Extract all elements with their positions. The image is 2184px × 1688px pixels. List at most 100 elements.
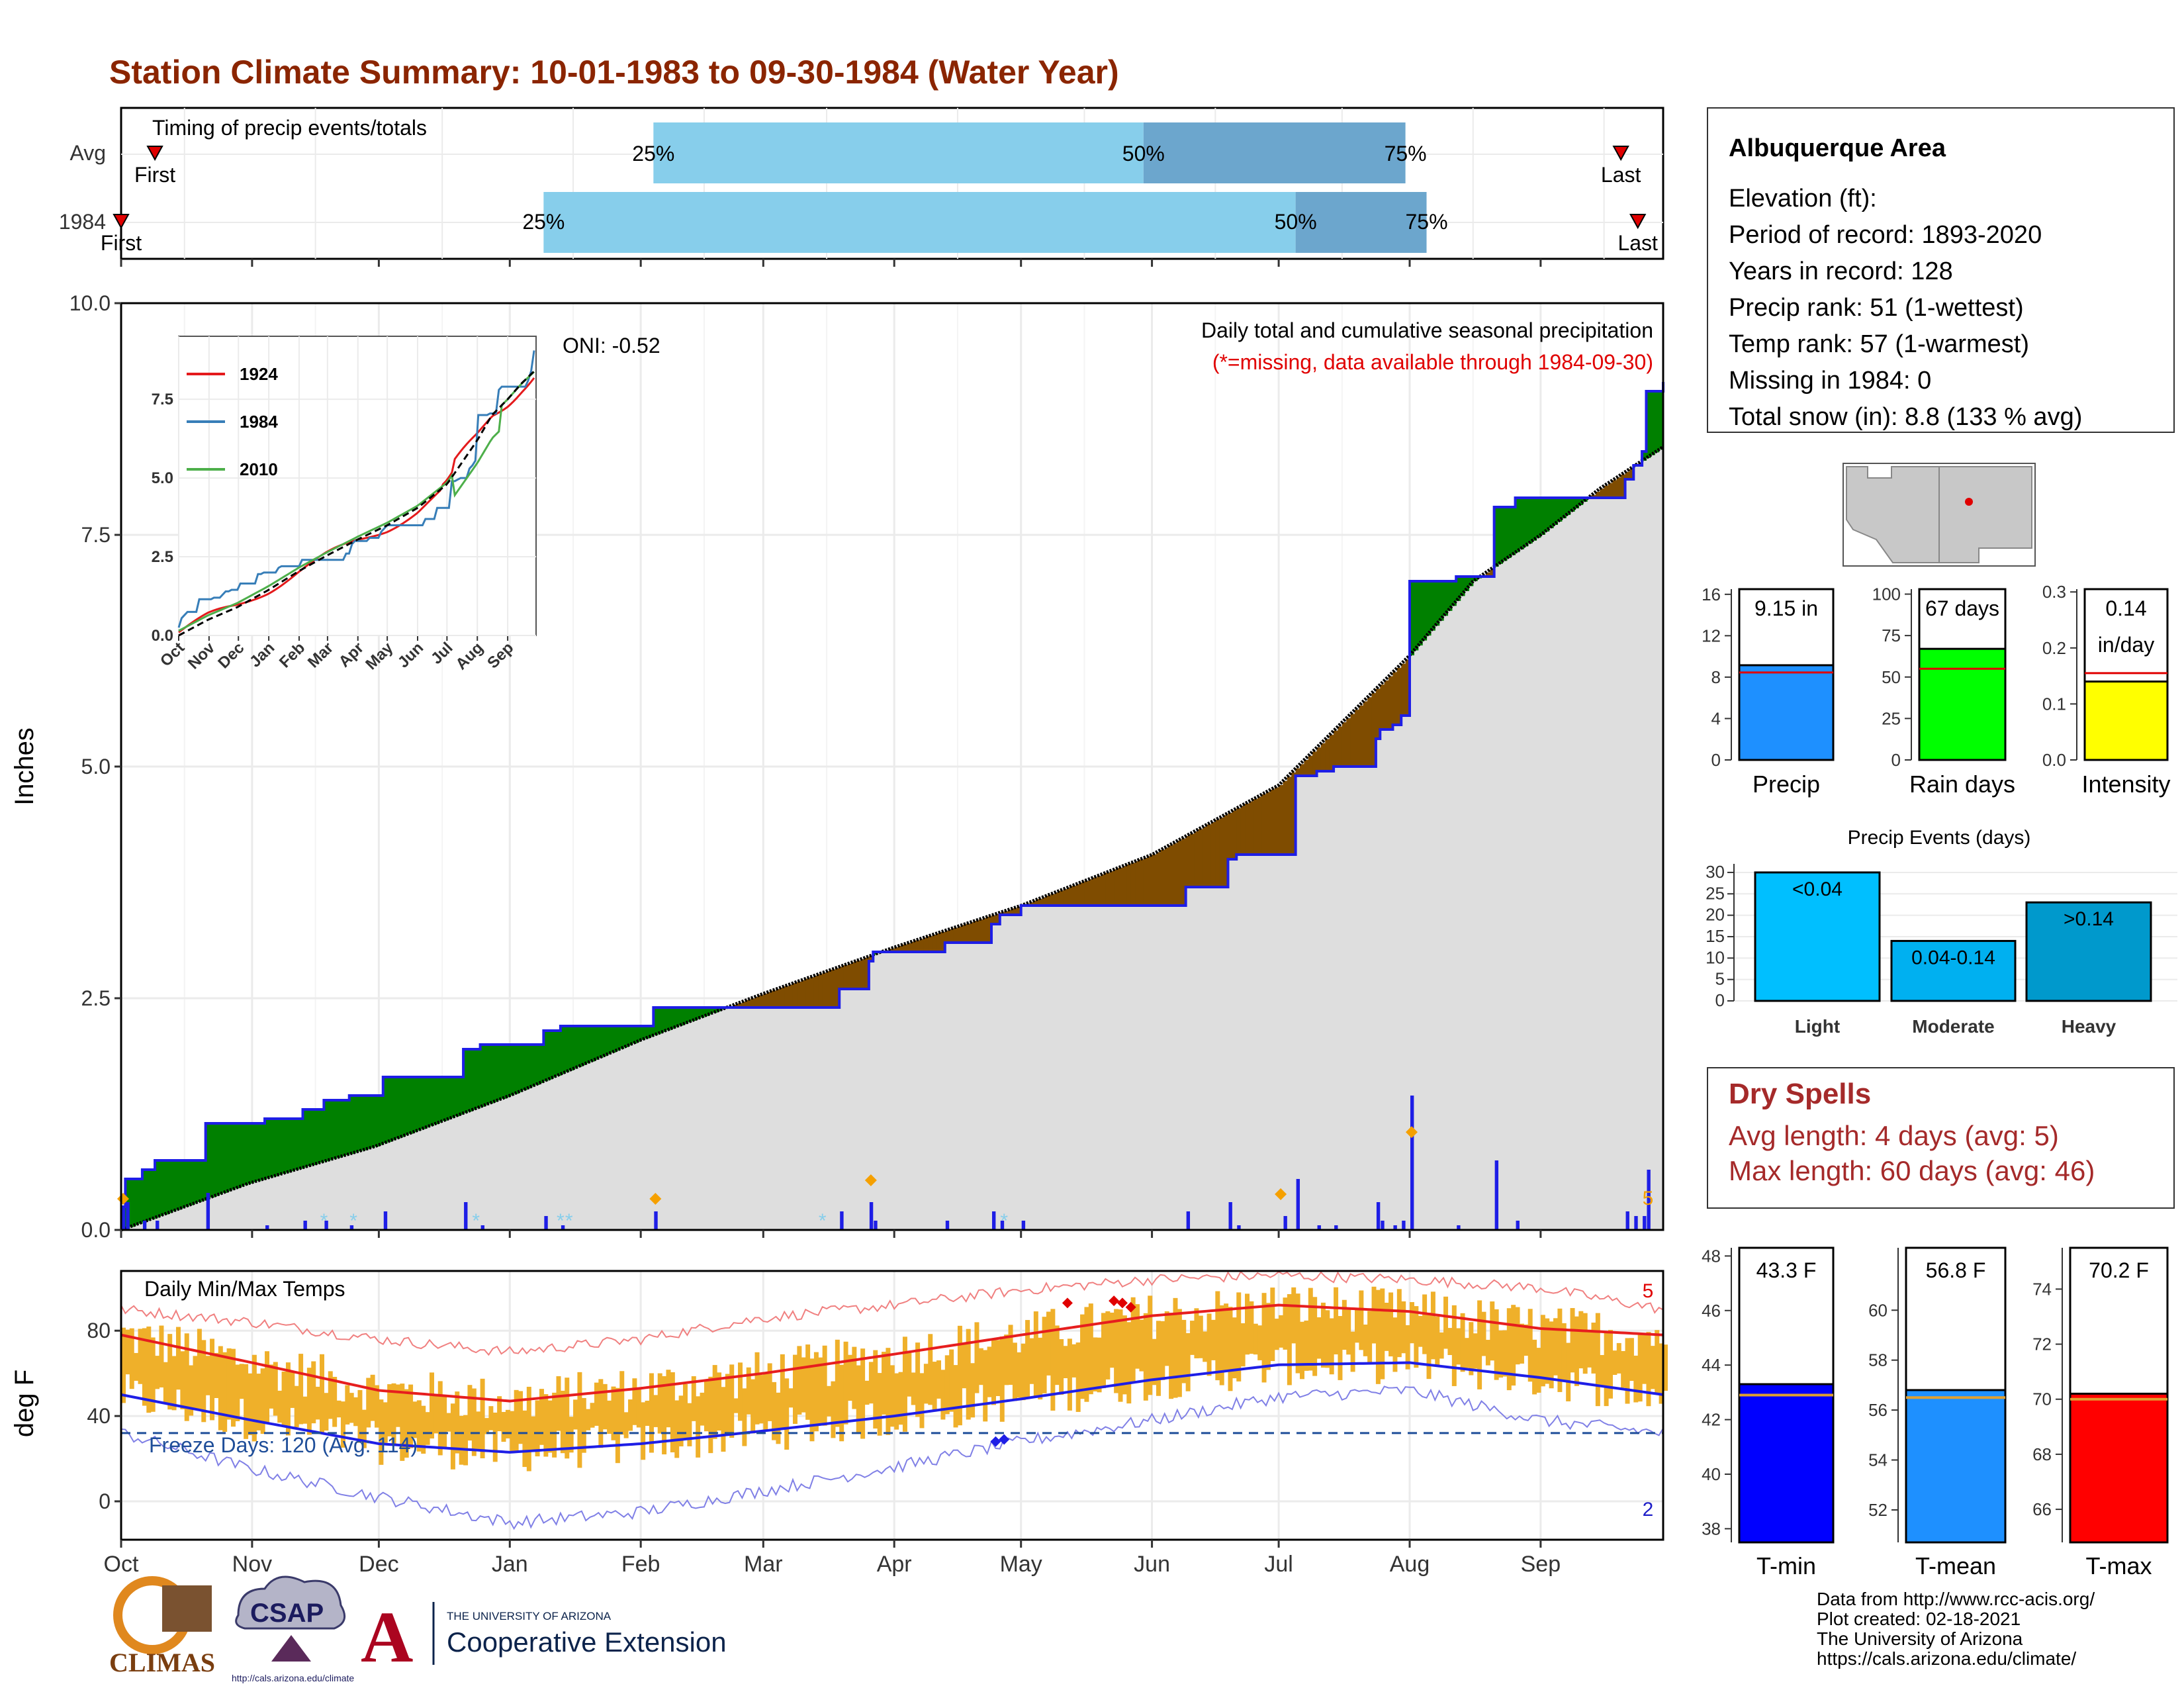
daily-temp-bar bbox=[1464, 1338, 1469, 1368]
daily-temp-bar bbox=[1067, 1338, 1072, 1411]
above-normal-fill bbox=[1456, 577, 1461, 601]
temp-summary-value-label: 43.3 F bbox=[1756, 1258, 1817, 1282]
map-state-new-mexico bbox=[1938, 466, 2032, 563]
below-normal-fill bbox=[738, 1003, 743, 1008]
daily-temp-bar bbox=[657, 1373, 662, 1434]
daily-temp-bar bbox=[573, 1399, 578, 1430]
daily-temp-bar bbox=[269, 1364, 274, 1409]
daily-temp-bar bbox=[1494, 1309, 1499, 1380]
above-normal-fill bbox=[552, 1031, 557, 1078]
daily-temp-bar bbox=[290, 1371, 295, 1408]
daily-temp-bar bbox=[813, 1352, 819, 1432]
daily-precip-bar bbox=[992, 1211, 996, 1230]
daily-temp-bar bbox=[366, 1378, 371, 1428]
below-normal-fill bbox=[1405, 659, 1410, 716]
daily-temp-bar bbox=[717, 1372, 722, 1431]
above-normal-fill bbox=[492, 1045, 498, 1102]
above-normal-fill bbox=[416, 1077, 422, 1131]
above-normal-fill bbox=[590, 1026, 595, 1062]
above-normal-fill bbox=[175, 1160, 181, 1210]
daily-temp-bar bbox=[700, 1392, 705, 1426]
below-normal-fill bbox=[751, 998, 756, 1008]
below-normal-fill bbox=[915, 940, 921, 952]
below-normal-fill bbox=[983, 917, 988, 943]
temp-summary-t-mean-tick-label: 56 bbox=[1868, 1400, 1888, 1420]
daily-temp-bar bbox=[1655, 1330, 1660, 1394]
below-normal-fill bbox=[1063, 889, 1068, 906]
below-normal-fill bbox=[974, 921, 979, 943]
daily-temp-bar bbox=[1524, 1324, 1529, 1356]
daily-temp-bar bbox=[1017, 1352, 1022, 1398]
daily-temp-bar bbox=[1646, 1332, 1651, 1407]
record-high-marker bbox=[1125, 1301, 1136, 1313]
climas-logo-block bbox=[162, 1585, 212, 1632]
timing-row-label-1984: 1984 bbox=[59, 210, 106, 234]
daily-temp-bar bbox=[1283, 1297, 1288, 1350]
observed-cumulative-line bbox=[121, 382, 1664, 1208]
csap-mountain-icon bbox=[271, 1635, 311, 1662]
daily-temp-bar bbox=[370, 1374, 375, 1421]
daily-precip-bar bbox=[1643, 1216, 1647, 1230]
daily-temp-bar bbox=[552, 1392, 557, 1458]
above-normal-fill bbox=[1524, 498, 1529, 547]
below-normal-fill bbox=[1130, 863, 1136, 906]
daily-temp-bar bbox=[569, 1417, 574, 1453]
daily-temp-bar bbox=[1375, 1289, 1381, 1384]
inset-legend-label: 1924 bbox=[240, 364, 278, 384]
daily-temp-bar bbox=[273, 1362, 278, 1416]
below-normal-fill bbox=[1392, 672, 1398, 725]
daily-temp-bar bbox=[510, 1411, 515, 1452]
station-line: Elevation (ft): bbox=[1729, 185, 1877, 212]
below-normal-fill bbox=[1308, 755, 1313, 776]
precip-panel: * * * * * * * 0.02.55.07.510.0 Inches ONI: -0.… bbox=[10, 291, 1664, 1242]
daily-temp-bar bbox=[1265, 1303, 1271, 1370]
above-normal-fill bbox=[134, 1179, 139, 1225]
timing-bar-q25-q50 bbox=[653, 122, 1144, 183]
daily-temp-bar bbox=[1582, 1313, 1588, 1374]
above-normal-fill bbox=[488, 1045, 494, 1104]
daily-precip-bar bbox=[142, 1221, 147, 1230]
inset-line-2010 bbox=[178, 371, 535, 632]
daily-temp-bar bbox=[320, 1354, 325, 1433]
daily-temp-bar bbox=[1012, 1342, 1017, 1401]
daily-temp-bar bbox=[1392, 1317, 1398, 1372]
daily-temp-bar bbox=[1659, 1343, 1664, 1404]
below-normal-fill bbox=[1152, 855, 1157, 906]
temp-summary-t-min-tick-label: 46 bbox=[1702, 1301, 1721, 1321]
daily-temp-bar bbox=[1152, 1338, 1157, 1385]
month-label: Feb bbox=[621, 1552, 660, 1577]
daily-temp-bar bbox=[1126, 1322, 1132, 1404]
above-normal-fill bbox=[674, 1008, 680, 1027]
below-normal-fill bbox=[1312, 751, 1318, 776]
month-label: Jan bbox=[492, 1552, 528, 1577]
above-normal-fill bbox=[531, 1045, 536, 1087]
temp-plot bbox=[120, 1270, 1668, 1530]
daily-temp-bar bbox=[653, 1395, 659, 1427]
above-normal-fill bbox=[1511, 507, 1516, 555]
total-rain-days-tick-label: 0 bbox=[1891, 750, 1901, 770]
total-rain-days-bar bbox=[1918, 647, 2007, 761]
daily-precip-bar bbox=[1634, 1216, 1638, 1230]
daily-temp-bar bbox=[1122, 1315, 1127, 1395]
below-normal-fill bbox=[1236, 808, 1242, 855]
daily-precip-bar bbox=[1393, 1225, 1397, 1230]
temp-summary-t-max-tick-label: 70 bbox=[2032, 1389, 2052, 1409]
daily-precip-bar bbox=[1410, 1096, 1414, 1230]
daily-temp-bar bbox=[547, 1400, 553, 1453]
above-normal-fill bbox=[345, 1100, 350, 1156]
below-normal-fill bbox=[1367, 697, 1373, 767]
temp-summary-t-min-tick-label: 44 bbox=[1702, 1355, 1721, 1375]
temp-summary-t-min-label: T-min bbox=[1756, 1552, 1816, 1579]
above-normal-fill bbox=[260, 1123, 265, 1180]
above-normal-fill bbox=[632, 1026, 637, 1044]
above-normal-fill bbox=[1553, 498, 1559, 525]
below-normal-fill bbox=[1008, 910, 1013, 915]
temp-summary-t-max-tick-label: 74 bbox=[2032, 1279, 2052, 1299]
daily-temp-bar bbox=[1502, 1330, 1508, 1377]
dry-spells-title: Dry Spells bbox=[1729, 1078, 1871, 1110]
daily-temp-bar bbox=[902, 1336, 907, 1432]
daily-temp-bar bbox=[1570, 1308, 1575, 1373]
above-normal-fill bbox=[222, 1123, 228, 1193]
above-normal-fill bbox=[256, 1123, 261, 1182]
month-label: Apr bbox=[877, 1552, 912, 1577]
